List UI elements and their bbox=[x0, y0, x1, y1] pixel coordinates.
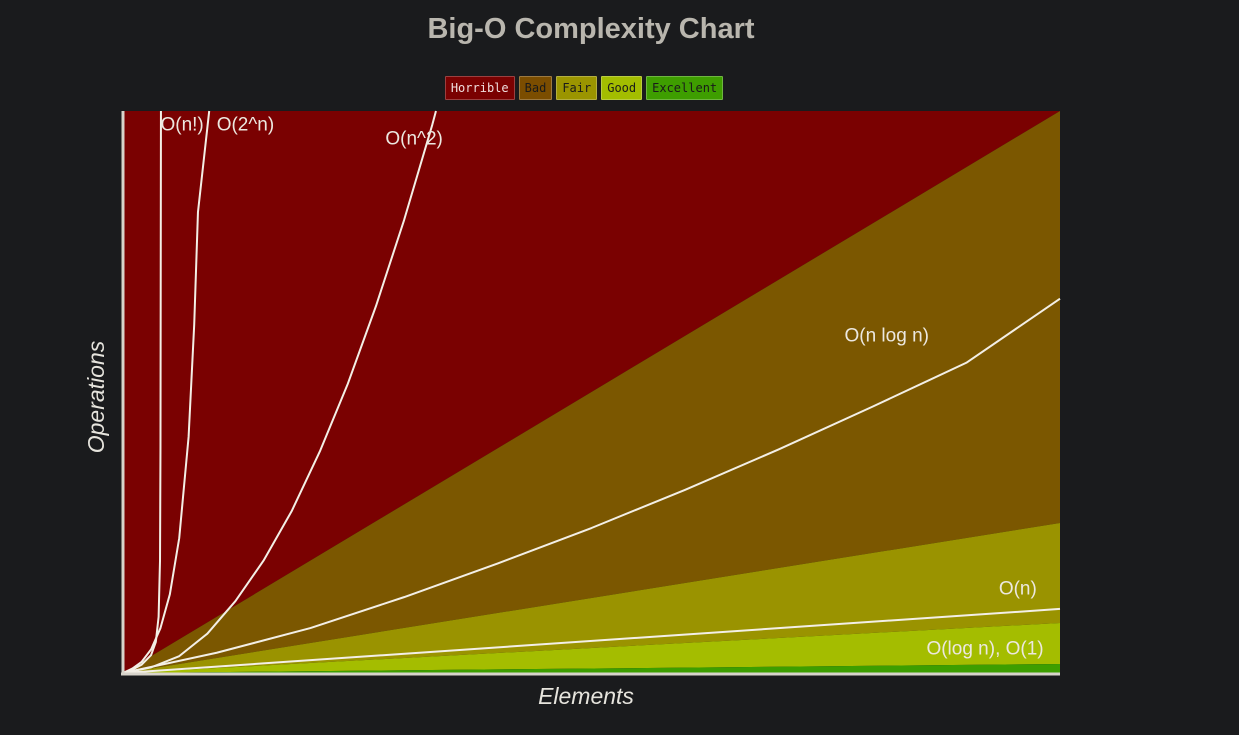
label-o-n-2: O(n^2) bbox=[385, 129, 442, 150]
axes bbox=[121, 111, 1060, 676]
legend-item-excellent[interactable]: Excellent bbox=[646, 76, 724, 100]
curve-o-n bbox=[122, 110, 162, 674]
region-good bbox=[123, 622, 1060, 673]
legend: Horrible Bad Fair Good Excellent bbox=[0, 76, 1168, 100]
chart-title: Big-O Complexity Chart bbox=[427, 13, 755, 45]
curve-o-2-n bbox=[122, 110, 211, 674]
curve-labels: O(n!) O(2^n) O(n^2) O(n log n) O(n) O(log n),… bbox=[160, 115, 1043, 660]
complexity-curves bbox=[122, 110, 1061, 674]
x-axis-label: Elements bbox=[538, 683, 634, 709]
curve-o-n bbox=[122, 607, 1061, 674]
label-o-log-n-o-1: O(log n), O(1) bbox=[926, 638, 1043, 659]
legend-item-fair[interactable]: Fair bbox=[556, 76, 598, 100]
y-axis-label: Operations bbox=[83, 340, 109, 453]
label-o-n: O(n!) bbox=[160, 115, 203, 136]
label-o-n-log-n: O(n log n) bbox=[844, 325, 928, 346]
region-excellent bbox=[123, 664, 1060, 673]
curve-o-n-2 bbox=[122, 110, 437, 674]
legend-item-bad[interactable]: Bad bbox=[518, 76, 553, 100]
curve-o-n-log-n bbox=[122, 297, 1061, 674]
region-fair bbox=[123, 522, 1060, 673]
region-bad bbox=[123, 111, 1060, 673]
label-o-2-n: O(2^n) bbox=[217, 115, 274, 136]
legend-item-horrible[interactable]: Horrible bbox=[444, 76, 515, 100]
legend-item-good[interactable]: Good bbox=[601, 76, 643, 100]
complexity-regions bbox=[123, 111, 1060, 673]
label-o-n: O(n) bbox=[999, 578, 1037, 599]
